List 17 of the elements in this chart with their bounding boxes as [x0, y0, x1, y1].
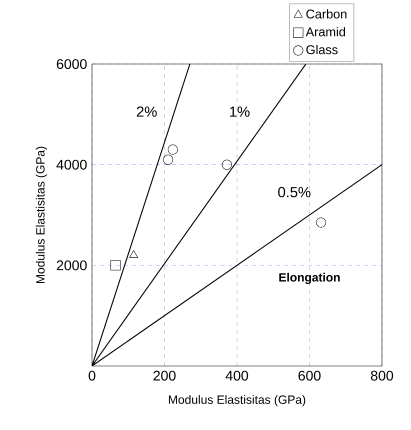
- x-tick-label: 0: [88, 370, 96, 381]
- series-label: 2%: [136, 106, 157, 117]
- legend-label: Carbon: [306, 9, 346, 19]
- x-tick-label: 200: [154, 370, 176, 381]
- annotation: Elongation: [279, 272, 340, 284]
- series-label: 1%: [230, 106, 250, 117]
- x-axis-title: Modulus Elastisitas (GPa): [168, 395, 306, 406]
- y-tick-label: 2000: [56, 260, 87, 270]
- series-label: 0.5%: [278, 186, 310, 198]
- y-tick-label: 6000: [56, 59, 87, 69]
- legend-label: Glass: [306, 44, 338, 54]
- y-tick-label: 4000: [56, 160, 87, 170]
- y-axis-title: Modulus Elastisitas (GPa): [36, 146, 47, 284]
- x-tick-label: 400: [226, 370, 248, 381]
- x-tick-label: 600: [298, 370, 321, 381]
- legend-label: Aramid: [306, 27, 346, 36]
- x-tick-label: 800: [370, 370, 394, 381]
